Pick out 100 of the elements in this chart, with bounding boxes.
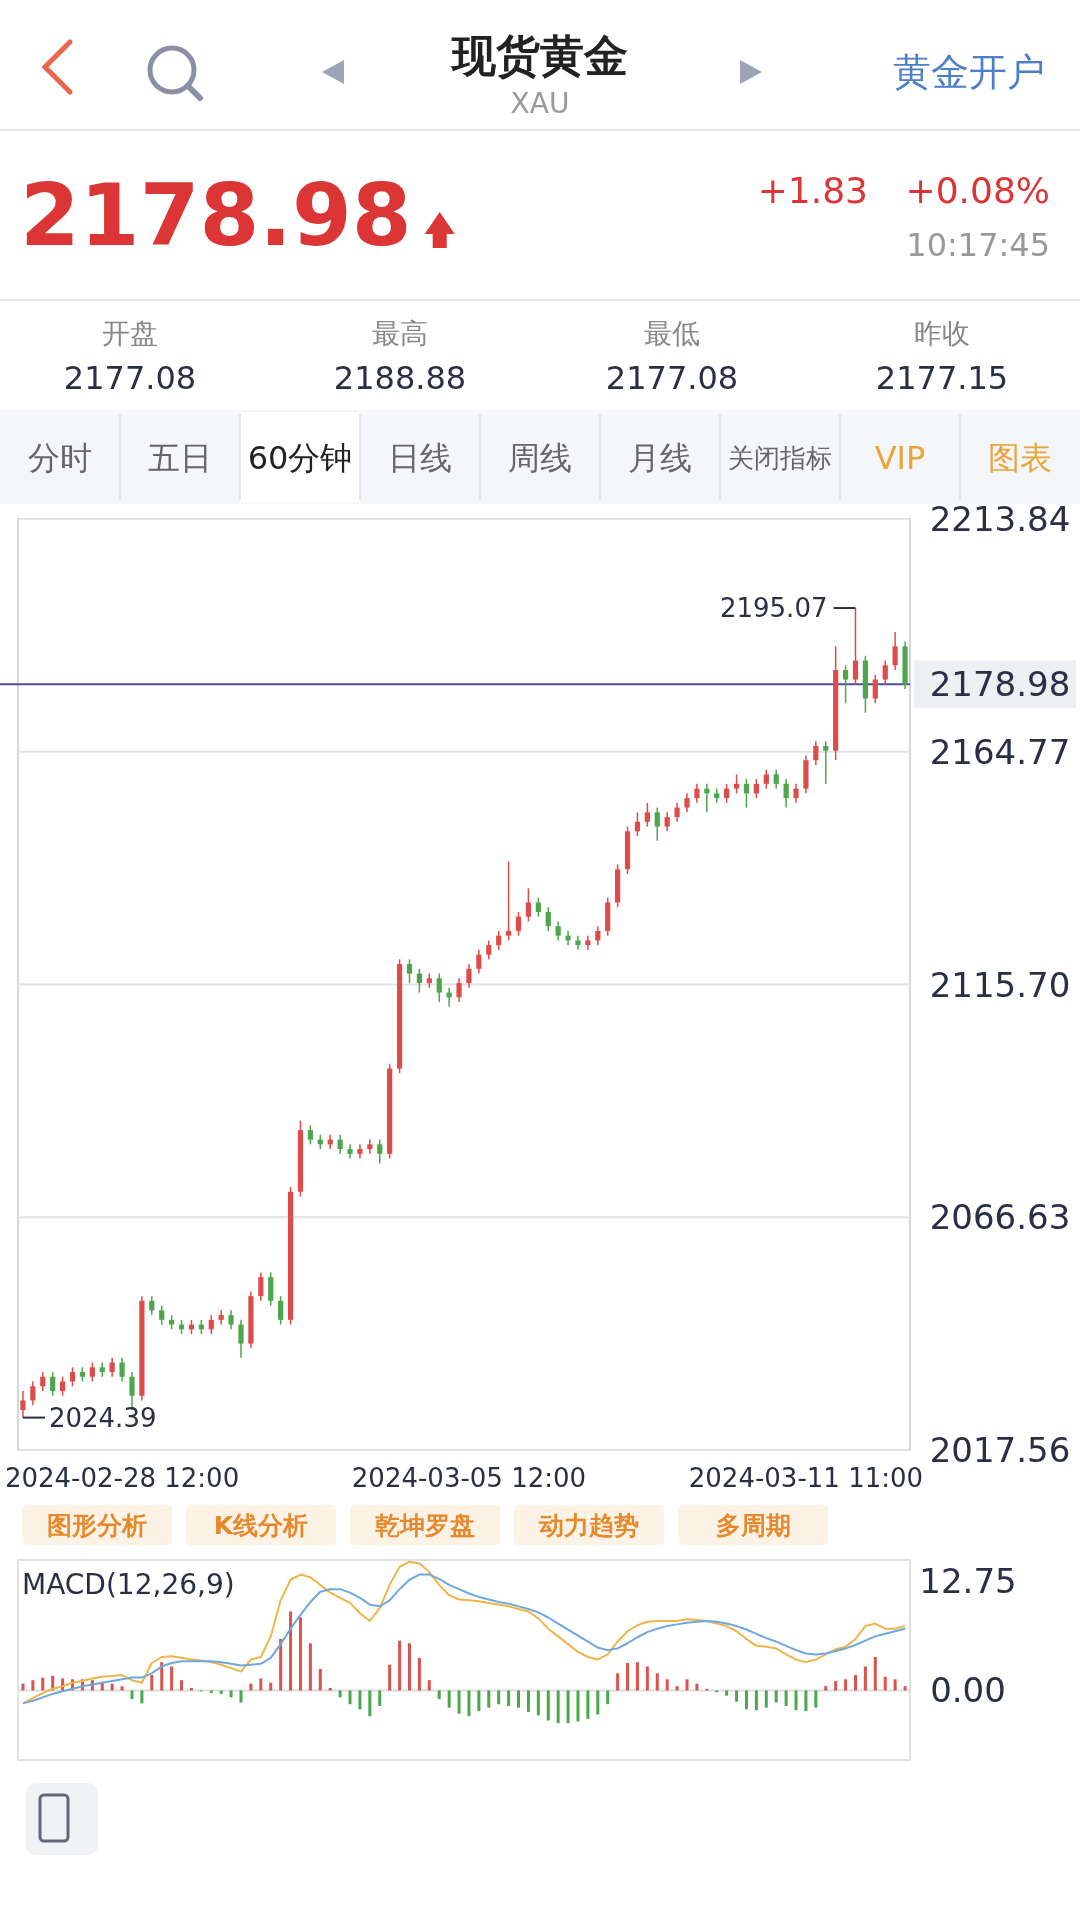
y-tick-label: 2017.56 (929, 1430, 1071, 1470)
bar (576, 1690, 580, 1722)
bar (497, 1690, 501, 1705)
bar (398, 1640, 402, 1691)
text: 昨收 (914, 316, 970, 350)
candlestick (823, 740, 829, 785)
candlestick (664, 811, 670, 833)
bar (735, 1690, 739, 1702)
bar (536, 1690, 540, 1716)
bar (873, 1657, 877, 1691)
ref-line-label: 2178.98 (929, 664, 1071, 705)
candlestick (30, 1380, 36, 1406)
text: 图形分析 (47, 1510, 147, 1540)
bar (814, 1690, 818, 1708)
bar (348, 1690, 352, 1705)
candlestick (892, 631, 898, 671)
bar (170, 1666, 174, 1691)
candlestick (842, 664, 849, 704)
text: 周线 (508, 439, 572, 477)
candlestick (763, 768, 769, 790)
bar (318, 1669, 322, 1691)
text: 分时 (28, 439, 92, 477)
text: VIP (874, 439, 926, 477)
bar (140, 1690, 144, 1704)
text: 最高 (372, 316, 428, 350)
candlestick (724, 783, 730, 804)
candlestick (20, 1390, 26, 1419)
candlestick (694, 783, 700, 804)
text: 月线 (628, 439, 692, 477)
text: 图表 (988, 439, 1052, 477)
y-tick-label: 2213.84 (929, 499, 1071, 539)
y-tick-label: 12.75 (919, 1561, 1017, 1602)
bar (437, 1690, 441, 1700)
candlestick (337, 1134, 343, 1155)
annotation: 2024.39 (48, 1402, 157, 1433)
bar (606, 1690, 610, 1705)
bar (616, 1673, 620, 1691)
candlestick (743, 778, 750, 809)
candlestick (69, 1366, 76, 1387)
candlestick (228, 1309, 234, 1331)
candlestick (60, 1376, 66, 1397)
candlestick (654, 806, 660, 842)
text: K线分析 (213, 1510, 309, 1540)
candlestick (466, 963, 472, 989)
text: XAU (510, 86, 570, 120)
bar (407, 1643, 411, 1691)
text: +0.08% (905, 169, 1050, 211)
bar (427, 1680, 431, 1691)
bar (725, 1690, 729, 1696)
text: 2178.98 (20, 165, 412, 265)
bar (447, 1690, 451, 1708)
bar (180, 1680, 184, 1691)
text: 黄金开户 (893, 50, 1045, 94)
bar (209, 1690, 213, 1694)
candlestick (634, 811, 641, 837)
bar (675, 1686, 679, 1691)
bar (358, 1690, 362, 1710)
text: 开盘 (102, 316, 158, 350)
y-tick-label: 0.00 (930, 1670, 1006, 1711)
text: 2177.15 (875, 359, 1009, 397)
candlestick (486, 939, 492, 961)
bar (774, 1690, 778, 1703)
text: 多周期 (715, 1510, 791, 1540)
bar (120, 1686, 124, 1691)
y-tick-label: 2164.77 (929, 731, 1071, 772)
text: 10:17:45 (906, 226, 1050, 264)
candlestick (783, 778, 789, 809)
text: 五日 (148, 439, 212, 477)
bar (645, 1666, 649, 1691)
candlestick (218, 1309, 224, 1326)
candlestick (416, 968, 422, 994)
bar (388, 1664, 392, 1691)
candlestick (872, 674, 878, 704)
candlestick (535, 896, 541, 918)
bar (844, 1679, 848, 1691)
bar (893, 1679, 897, 1691)
bar (764, 1690, 768, 1708)
candlestick (882, 659, 888, 685)
text: 乾坤罗盘 (375, 1510, 475, 1540)
text: 2177.08 (605, 359, 739, 397)
candlestick (40, 1371, 46, 1392)
candlestick (515, 911, 522, 937)
bar (487, 1690, 491, 1708)
candlestick (50, 1371, 56, 1397)
x-tick-label: 2024-02-28 12:00 (4, 1463, 240, 1493)
candlestick (773, 768, 779, 790)
candlestick (644, 802, 650, 828)
bar (626, 1663, 630, 1691)
candlestick (674, 802, 680, 823)
candlestick (813, 740, 819, 766)
bar (517, 1690, 521, 1708)
bar (368, 1690, 372, 1717)
bar (308, 1643, 312, 1691)
candlestick (377, 1138, 383, 1165)
bar (289, 1611, 293, 1691)
bar (635, 1662, 639, 1691)
bar (338, 1690, 342, 1698)
bar (467, 1690, 471, 1717)
text: 60分钟 (247, 439, 353, 477)
y-tick-label: 2115.70 (929, 964, 1071, 1005)
